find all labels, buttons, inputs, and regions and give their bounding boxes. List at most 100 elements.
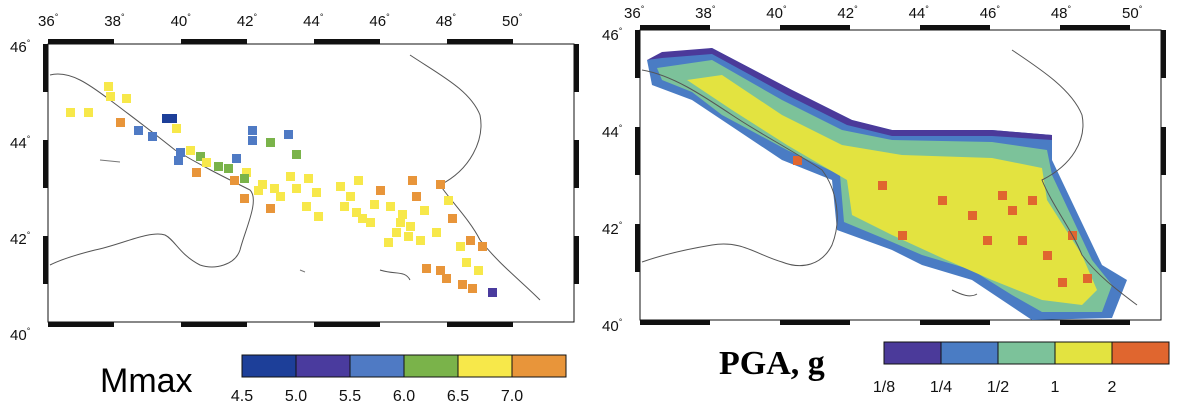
y-tick-label: 44° [10, 134, 31, 152]
pga-hot-cell [898, 231, 907, 240]
frame-scale-bars [635, 25, 1166, 325]
legend-label: 6.5 [447, 388, 469, 405]
y-tick-label: 44° [602, 123, 623, 141]
pga-map: 36° 38° 40° 42° 44° 46° 48° 50° 46° 44° 42° 40° PG… [602, 4, 1170, 396]
mmax-square [302, 202, 311, 211]
mmax-map-panel: 36° 38° 40° 42° 44° 46° 48° 50° 46° 44° 42° 40° Mm… [0, 0, 590, 406]
y-tick-label: 42° [10, 230, 31, 248]
mmax-square [248, 136, 257, 145]
legend-label: 1/4 [930, 379, 952, 396]
pga-hot-cell [1008, 206, 1017, 215]
mmax-square [442, 274, 451, 283]
small-islands [99, 159, 306, 273]
legend-swatch [883, 341, 942, 365]
legend-swatch [940, 341, 999, 365]
mmax-square [458, 280, 467, 289]
mmax-square [474, 266, 483, 275]
x-tick-label: 40° [171, 12, 192, 30]
x-tick-label: 36° [624, 4, 645, 22]
y-tick-label: 42° [602, 220, 623, 238]
mmax-square [314, 212, 323, 221]
legend-swatch [349, 354, 405, 378]
pga-high-spots [793, 156, 1092, 287]
mmax-square [148, 132, 157, 141]
mmax-square [432, 228, 441, 237]
lake-outline [951, 289, 978, 297]
pga-hot-cell [983, 236, 992, 245]
mmax-map: 36° 38° 40° 42° 44° 46° 48° 50° 46° 44° 42° 40° Mm… [10, 12, 579, 405]
mmax-square [104, 82, 113, 91]
mmax-square [396, 218, 405, 227]
legend-title: Mmax [100, 362, 193, 400]
mmax-legend: Mmax 4.5 5.0 5.5 6.0 6.5 7.0 [100, 354, 567, 405]
mmax-square [466, 236, 475, 245]
mmax-square [416, 236, 425, 245]
pga-hot-cell [793, 156, 802, 165]
x-tick-label: 38° [695, 4, 716, 22]
y-tick-label: 40° [602, 317, 623, 335]
pga-hot-cell [878, 181, 887, 190]
x-tick-label: 50° [1122, 4, 1143, 22]
mmax-square [286, 172, 295, 181]
mmax-square [346, 192, 355, 201]
pga-map-panel: 36° 38° 40° 42° 44° 46° 48° 50° 46° 44° 42° 40° PG… [592, 0, 1183, 406]
legend-swatch [403, 354, 459, 378]
frame-scale-bars [43, 39, 579, 327]
x-tick-label: 46° [369, 12, 390, 30]
x-tick-label: 46° [980, 4, 1001, 22]
caspian-sea-coastline [1011, 49, 1138, 306]
mmax-square [354, 176, 363, 185]
mmax-square [340, 202, 349, 211]
x-tick-label: 44° [303, 12, 324, 30]
x-tick-label: 48° [1051, 4, 1072, 22]
mmax-square [240, 194, 249, 203]
mmax-square [122, 94, 131, 103]
mmax-square [358, 214, 367, 223]
mmax-square [116, 118, 125, 127]
y-axis-tick-labels: 46° 44° 42° 40° [10, 38, 31, 344]
mmax-square [232, 154, 241, 163]
mmax-square [456, 242, 465, 251]
mmax-square [266, 204, 275, 213]
pga-hot-cell [1058, 278, 1067, 287]
legend-swatch [295, 354, 351, 378]
x-tick-label: 50° [502, 12, 523, 30]
mmax-square [292, 150, 301, 159]
mmax-square [422, 264, 431, 273]
x-tick-label: 48° [436, 12, 457, 30]
mmax-square [196, 152, 205, 161]
mmax-square [478, 242, 487, 251]
legend-swatch [241, 354, 297, 378]
x-axis-tick-labels: 36° 38° 40° 42° 44° 46° 48° 50° [624, 4, 1143, 22]
mmax-square [488, 288, 497, 297]
y-tick-label: 46° [602, 26, 623, 44]
legend-label: 7.0 [501, 388, 523, 405]
mmax-square [192, 168, 201, 177]
mmax-square [384, 238, 393, 247]
black-sea-coastline [641, 69, 838, 267]
mmax-square [162, 114, 171, 123]
pga-hot-cell [998, 191, 1007, 200]
pga-hot-cell [968, 211, 977, 220]
legend-swatch [511, 354, 567, 378]
mmax-square [392, 228, 401, 237]
mmax-square [270, 184, 279, 193]
mmax-square [436, 266, 445, 275]
mmax-square [230, 176, 239, 185]
x-tick-label: 36° [38, 12, 59, 30]
x-tick-label: 40° [766, 4, 787, 22]
legend-label: 1/8 [873, 379, 895, 396]
pga-hot-cell [1083, 274, 1092, 283]
mmax-square [366, 218, 375, 227]
mmax-square [242, 168, 251, 177]
mmax-square [254, 186, 263, 195]
x-tick-label: 44° [909, 4, 930, 22]
mmax-square [386, 202, 395, 211]
mmax-square [202, 158, 211, 167]
pga-zone-one [687, 75, 1097, 305]
legend-labels: 1/8 1/4 1/2 1 2 [873, 379, 1117, 396]
mmax-square [404, 232, 413, 241]
mmax-square [408, 176, 417, 185]
mmax-square [176, 148, 185, 157]
legend-label: 1/2 [987, 379, 1009, 396]
